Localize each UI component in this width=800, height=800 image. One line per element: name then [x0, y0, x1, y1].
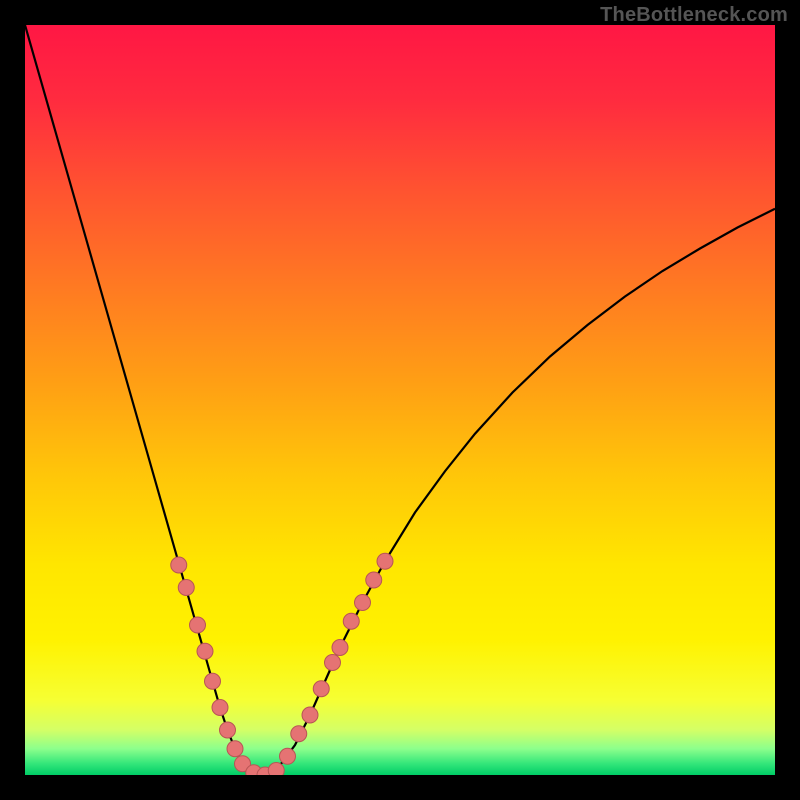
- data-marker: [325, 655, 341, 671]
- chart-frame: TheBottleneck.com: [0, 0, 800, 800]
- data-marker: [220, 722, 236, 738]
- data-marker: [178, 580, 194, 596]
- data-marker: [302, 707, 318, 723]
- data-marker: [332, 640, 348, 656]
- data-marker: [280, 748, 296, 764]
- chart-svg: [25, 25, 775, 775]
- data-marker: [343, 613, 359, 629]
- data-marker: [197, 643, 213, 659]
- data-marker: [366, 572, 382, 588]
- data-marker: [355, 595, 371, 611]
- data-marker: [190, 617, 206, 633]
- plot-area: [25, 25, 775, 775]
- data-marker: [291, 726, 307, 742]
- data-marker: [212, 700, 228, 716]
- data-marker: [205, 673, 221, 689]
- data-marker: [268, 763, 284, 776]
- data-marker: [313, 681, 329, 697]
- data-marker: [171, 557, 187, 573]
- data-marker: [377, 553, 393, 569]
- data-marker: [227, 741, 243, 757]
- watermark-text: TheBottleneck.com: [600, 4, 788, 27]
- chart-background: [25, 25, 775, 775]
